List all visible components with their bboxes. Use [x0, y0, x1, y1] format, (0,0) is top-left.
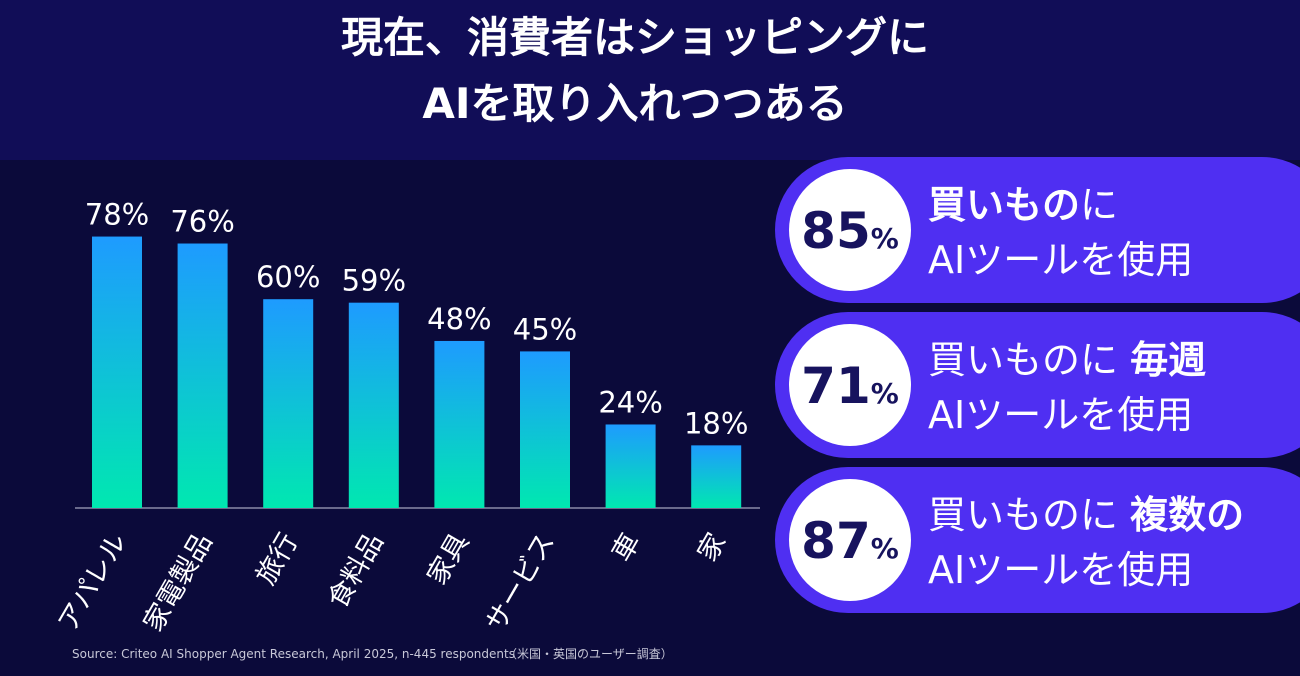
value-label: 78% — [85, 198, 149, 232]
stat-circle — [789, 169, 911, 291]
stat-number: 71% — [801, 357, 899, 415]
stat-line-part: に — [1080, 183, 1118, 227]
stat-number: 85% — [801, 202, 899, 260]
value-label: 76% — [170, 205, 234, 239]
bar — [263, 299, 314, 508]
stat-number-value: 71 — [801, 357, 871, 415]
stat-number-unit: % — [871, 377, 899, 410]
source: Source: Criteo AI Shopper Agent Research… — [72, 647, 515, 661]
title-line: 現在、消費者はショッピングに — [341, 13, 929, 62]
title-band — [0, 0, 1300, 160]
stat-line-part: 毎週 — [1130, 338, 1206, 382]
stat-line: 買いものに 毎週 — [928, 338, 1206, 382]
bar — [177, 243, 228, 508]
bar — [691, 445, 742, 508]
stat-number-value: 85 — [801, 202, 871, 260]
title-line: AIを取り入れつつある — [422, 79, 847, 128]
value-label: 48% — [427, 302, 491, 336]
stat-line: 買いものに — [928, 183, 1118, 227]
stat-line: AIツールを使用 — [928, 393, 1193, 437]
stat-number-value: 87 — [801, 512, 871, 570]
stat-card — [775, 157, 1300, 303]
stat-line-part: 買いもの — [928, 183, 1080, 227]
stat-number-unit: % — [871, 532, 899, 565]
value-label: 59% — [342, 264, 406, 298]
value-label: 18% — [684, 406, 748, 440]
note: （米国・英国のユーザー調査） — [505, 647, 673, 661]
bar — [92, 236, 142, 508]
stat-line: AIツールを使用 — [928, 548, 1193, 592]
stat-number: 87% — [801, 512, 899, 570]
stat-circle — [789, 324, 911, 446]
stat-card — [775, 467, 1300, 613]
stat-line-part: 買いものに — [928, 338, 1130, 382]
stat-line: AIツールを使用 — [928, 238, 1193, 282]
bar — [348, 302, 399, 508]
stat-circle — [789, 479, 911, 601]
stat-line-part: 複数の — [1130, 493, 1244, 537]
stat-number-unit: % — [871, 222, 899, 255]
value-label: 45% — [513, 312, 577, 346]
bar — [434, 340, 485, 508]
bar — [520, 351, 570, 508]
stat-card — [775, 312, 1300, 458]
stat-line-part: 買いものに — [928, 493, 1130, 537]
bar — [605, 424, 656, 508]
value-label: 24% — [598, 385, 662, 419]
value-label: 60% — [256, 260, 320, 294]
stat-line: 買いものに 複数の — [928, 493, 1244, 537]
